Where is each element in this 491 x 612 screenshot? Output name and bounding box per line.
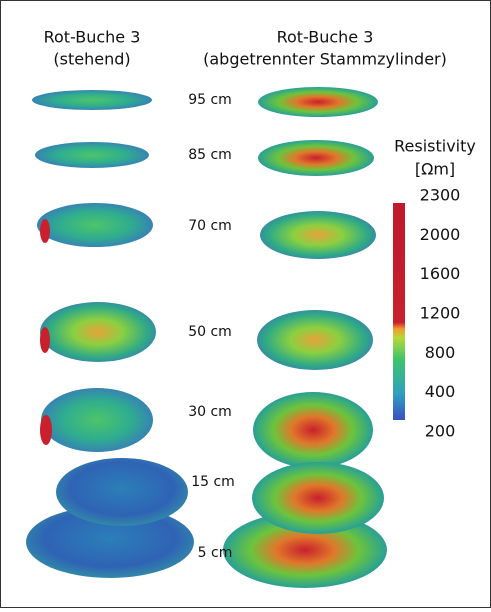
colorbar-title: [Ωm] [415,160,455,179]
header: Rot-Buche 3 [44,28,141,47]
height-label: 50 cm [188,324,232,340]
colorbar-tick-label: 1600 [420,264,461,283]
colorbar-title: Resistivity [394,137,476,156]
slices-left [26,90,194,578]
height-label: 15 cm [191,474,235,490]
colorbar-tick-label: 400 [425,382,456,401]
colorbar-tick-label: 2000 [420,225,461,244]
height-labels: 95 cm 85 cm 70 cm 50 cm 30 cm 15 cm 5 cm [188,92,235,561]
colorbar-ticks: 2300 2000 1600 1200 800 400 200 [420,186,461,441]
colorbar-tick-label: 200 [425,422,456,441]
colorbar [393,203,405,420]
colorbar-tick-label: 800 [425,343,456,362]
header: (stehend) [53,50,130,69]
height-label: 30 cm [188,404,232,420]
colorbar-tick-label: 1200 [420,304,461,323]
height-label: 5 cm [198,545,233,561]
header: (abgetrennter Stammzylinder) [203,50,447,69]
height-label: 85 cm [188,147,232,163]
colorbar-tick-label: 2300 [420,186,461,205]
header: Rot-Buche 3 [277,28,374,47]
slices-right [223,87,387,588]
height-label: 95 cm [188,92,232,108]
height-label: 70 cm [188,218,232,234]
